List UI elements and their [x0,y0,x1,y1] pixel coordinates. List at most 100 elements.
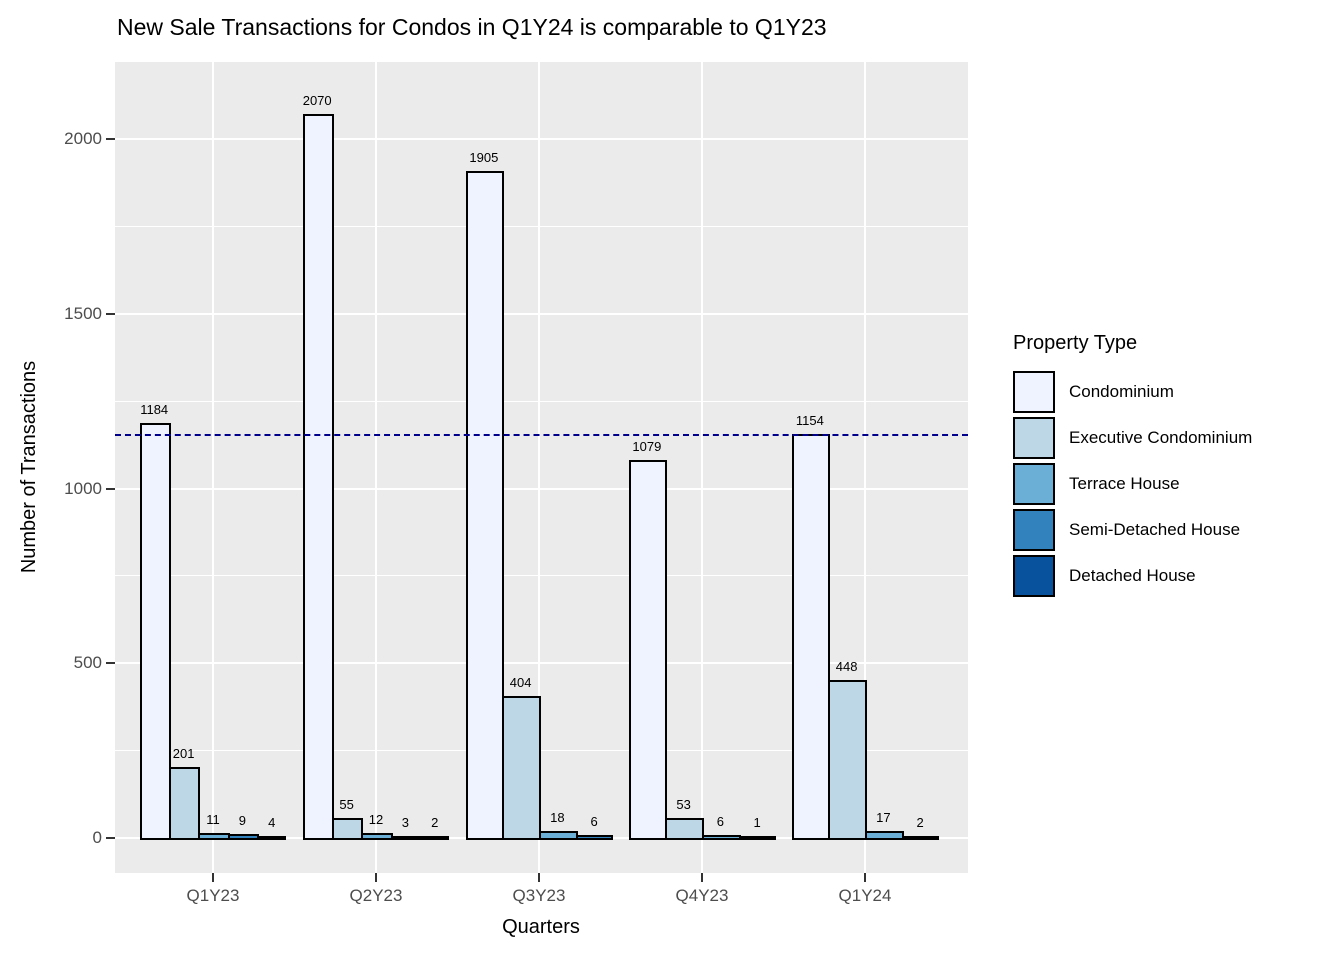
bar [702,834,741,840]
bar-value-label: 4 [268,814,276,830]
bar-value-label: 2 [916,815,924,830]
bar-value-label: 3 [401,814,410,830]
bar-value-label: 17 [876,810,891,826]
bar-value-label: 12 [368,811,384,827]
x-tick-label: Q2Y23 [349,886,403,905]
bar [901,836,939,840]
y-tick-label: 2000 [64,129,102,148]
legend-key-swatch [1013,555,1055,597]
bar [198,833,230,840]
bar [628,459,668,840]
bar [420,836,450,840]
bar-value-label: 6 [716,813,724,829]
reference-line [115,433,968,436]
v-gridline [864,62,866,873]
y-tick-label: 1500 [64,303,102,323]
legend-item: Terrace House [1005,461,1344,507]
legend-item: Executive Condominium [1005,415,1344,461]
y-tick-mark [106,138,115,140]
bar [227,833,260,840]
bar-value-label: 6 [590,813,598,829]
v-gridline [538,62,540,873]
x-tick-mark [375,873,377,882]
bar [738,836,776,840]
v-gridline [375,62,377,873]
h-gridline-minor [115,750,968,752]
legend-item-label: Terrace House [1069,474,1180,493]
bar-value-label: 11 [206,812,220,828]
bar-value-label: 18 [550,809,565,825]
h-gridline-major [115,312,968,315]
bar-value-label: 1 [753,815,761,830]
x-tick-mark [701,873,703,882]
x-axis-title: Quarters [502,916,580,938]
legend-item: Detached House [1005,553,1344,599]
h-gridline-major [115,662,968,665]
legend-item: Condominium [1005,369,1344,415]
y-tick-label: 500 [73,653,102,673]
y-tick-label: 1000 [64,478,102,498]
legend-item-label: Detached House [1069,566,1196,585]
bar [539,830,578,840]
bar [828,680,867,840]
v-gridline [212,62,214,873]
h-gridline-major [115,487,968,490]
bar [361,832,393,840]
legend-item: Semi-Detached House [1005,507,1344,553]
legend-item-label: Executive Condominium [1069,428,1253,447]
y-tick-mark [106,837,115,839]
bar [139,423,171,840]
bar-value-label: 1154 [795,412,824,428]
y-tick-mark [106,312,115,315]
bar [168,766,201,840]
legend-key-swatch [1013,371,1055,413]
bar-value-label: 1184 [140,402,169,418]
bar [302,113,334,840]
y-tick-mark [106,662,115,665]
h-gridline-minor [115,575,968,577]
legend-key-swatch [1013,417,1055,459]
bar-value-label: 9 [238,812,247,828]
bar [865,831,904,840]
h-gridline-minor [115,400,968,402]
legend-item-label: Condominium [1069,382,1174,401]
bar-value-label: 53 [676,797,691,813]
bar-value-label: 1905 [469,150,499,166]
bar [502,695,541,840]
bar-value-label: 201 [172,745,195,761]
legend: Property Type Condominium Executive Condo… [1005,332,1344,599]
plot-panel: 1184 201 11 9 4 2070 55 12 3 2 1905 404 18 6 1079 53 6 1 1… [115,62,968,873]
x-tick-mark [538,873,540,882]
y-tick-label: 0 [92,828,102,847]
x-tick-mark [864,873,866,882]
bar-value-label: 2070 [302,92,332,108]
legend-items: Condominium Executive Condominium Terrace … [1005,369,1344,599]
bar [390,835,423,840]
v-gridline [701,62,703,873]
x-tick-mark [212,873,214,882]
x-tick-label: Q4Y23 [675,886,729,905]
bar-value-label: 55 [339,796,354,812]
legend-title: Property Type [1013,332,1138,354]
bar-value-label: 404 [509,674,532,690]
bar [331,817,364,840]
y-axis-title: Number of Transactions [18,360,40,574]
bar [665,818,704,840]
x-tick-label: Q1Y23 [186,886,240,905]
bar-value-label: 1079 [632,438,662,454]
bar-value-label: 448 [835,659,858,675]
legend-key-swatch [1013,509,1055,551]
legend-item-label: Semi-Detached House [1069,520,1241,539]
chart-title: New Sale Transactions for Condos in Q1Y2… [117,14,827,40]
x-tick-label: Q1Y24 [838,886,892,905]
legend-key-swatch [1013,463,1055,505]
x-tick-label: Q3Y23 [512,886,566,905]
bar [575,834,613,840]
y-tick-mark [106,487,115,490]
bar [791,433,831,840]
h-gridline-minor [115,225,968,227]
bar [257,835,287,840]
bar-value-label: 2 [431,815,439,830]
bar [465,171,505,840]
